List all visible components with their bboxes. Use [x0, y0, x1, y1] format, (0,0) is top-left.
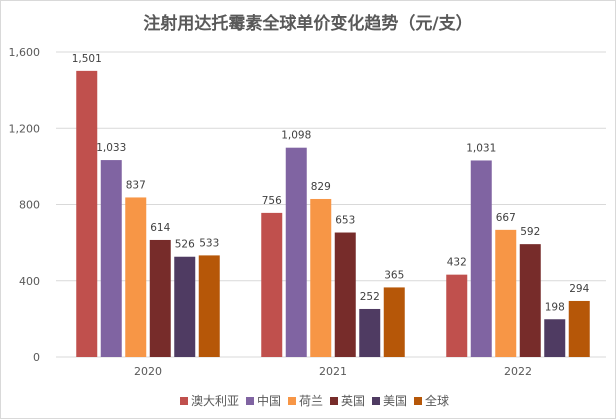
data-label: 252 — [360, 291, 380, 303]
x-tick-label: 2021 — [319, 365, 347, 378]
chart-title: 注射用达托霉素全球单价变化趋势（元/支） — [143, 14, 473, 34]
y-tick-label: 1,200 — [9, 122, 41, 135]
x-tick-label: 2022 — [504, 365, 532, 378]
bar — [76, 70, 98, 357]
data-label: 1,033 — [96, 142, 126, 154]
bar — [310, 198, 332, 357]
bar — [285, 147, 307, 357]
legend-label: 美国 — [383, 394, 407, 408]
data-label: 432 — [447, 257, 467, 269]
legend-swatch — [330, 397, 338, 405]
data-label: 614 — [150, 222, 170, 234]
bar — [519, 244, 541, 357]
y-tick-label: 1,600 — [9, 46, 41, 59]
data-label: 365 — [384, 269, 404, 281]
data-label: 837 — [126, 179, 146, 191]
bar — [544, 319, 566, 357]
bar — [198, 255, 220, 357]
bar — [359, 308, 381, 357]
data-label: 533 — [199, 237, 219, 249]
data-label: 198 — [545, 301, 565, 313]
bar — [495, 229, 517, 357]
legend-swatch — [180, 397, 188, 405]
bar — [568, 300, 590, 357]
y-tick-label: 400 — [19, 275, 40, 288]
data-label: 653 — [335, 215, 355, 227]
legend-label: 英国 — [341, 394, 365, 408]
bar — [334, 232, 356, 357]
legend-label: 荷兰 — [299, 394, 323, 408]
bar — [174, 256, 196, 357]
data-label: 667 — [496, 212, 516, 224]
bar — [100, 160, 122, 357]
data-label: 1,031 — [466, 142, 496, 154]
legend-swatch — [414, 397, 422, 405]
legend-label: 澳大利亚 — [191, 394, 239, 408]
bar — [383, 287, 405, 357]
data-label: 526 — [175, 239, 195, 251]
x-tick-label: 2020 — [134, 365, 162, 378]
data-label: 592 — [520, 226, 540, 238]
data-label: 756 — [262, 195, 282, 207]
data-label: 294 — [569, 283, 589, 295]
legend-label: 全球 — [425, 393, 449, 408]
bar — [261, 212, 283, 357]
bar — [125, 197, 147, 357]
y-tick-label: 800 — [19, 199, 40, 212]
bar — [149, 239, 171, 357]
data-label: 1,501 — [72, 53, 102, 65]
legend-swatch — [372, 397, 380, 405]
bar — [470, 160, 492, 357]
bar — [446, 274, 468, 357]
legend-label: 中国 — [257, 393, 281, 408]
y-tick-label: 0 — [33, 351, 40, 364]
legend-swatch — [246, 397, 254, 405]
legend-swatch — [288, 397, 296, 405]
data-label: 829 — [311, 181, 331, 193]
data-label: 1,098 — [281, 130, 311, 142]
